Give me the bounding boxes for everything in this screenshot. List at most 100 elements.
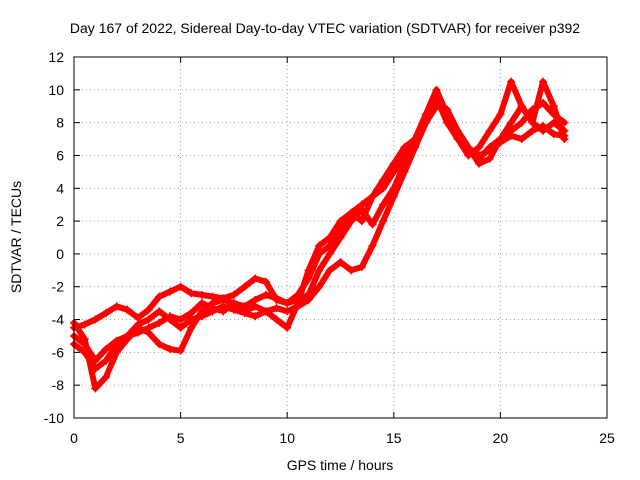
data-point <box>336 233 345 242</box>
data-point <box>80 348 89 357</box>
data-point <box>272 315 281 324</box>
data-series <box>70 77 569 393</box>
data-point <box>496 138 505 147</box>
data-point <box>475 143 484 152</box>
data-point <box>208 307 217 316</box>
y-tick-label: 8 <box>56 115 64 131</box>
x-tick-label: 25 <box>599 430 615 446</box>
data-point <box>379 217 388 226</box>
y-tick-label: -4 <box>52 312 65 328</box>
x-tick-label: 20 <box>493 430 509 446</box>
data-point <box>528 126 537 135</box>
data-point <box>507 131 516 140</box>
data-point <box>155 340 164 349</box>
data-point <box>176 315 185 324</box>
chart-title: Day 167 of 2022, Sidereal Day-to-day VTE… <box>70 20 580 36</box>
data-point <box>539 98 548 107</box>
data-point <box>197 299 206 308</box>
data-point <box>549 102 558 111</box>
data-point <box>421 118 430 127</box>
data-point <box>453 135 462 144</box>
data-point <box>112 340 121 349</box>
series-track-4 <box>70 94 569 373</box>
data-point <box>528 118 537 127</box>
data-point <box>549 130 558 139</box>
data-point <box>357 263 366 272</box>
data-point <box>272 294 281 303</box>
data-point <box>347 208 356 217</box>
y-tick-label: 4 <box>56 180 64 196</box>
data-point <box>560 131 569 140</box>
data-point <box>517 102 526 111</box>
data-point <box>315 266 324 275</box>
data-point <box>485 146 494 155</box>
x-tick-label: 5 <box>177 430 185 446</box>
data-point <box>155 292 164 301</box>
data-point <box>475 151 484 160</box>
data-point <box>496 110 505 119</box>
y-tick-label: -6 <box>52 344 65 360</box>
x-tick-label: 0 <box>70 430 78 446</box>
data-point <box>400 167 409 176</box>
data-point <box>176 323 185 332</box>
data-point <box>507 118 516 127</box>
data-point <box>155 318 164 327</box>
tick-labels: 0 5 10 15 20 25 -10 -8 -6 -4 -2 0 2 4 6 8 10 12 <box>44 49 615 446</box>
data-point <box>517 118 526 127</box>
data-point <box>432 85 441 94</box>
y-tick-label: -2 <box>52 279 65 295</box>
x-axis-label: GPS time / hours <box>287 457 394 473</box>
data-point <box>187 315 196 324</box>
y-tick-label: -10 <box>44 410 64 426</box>
data-point <box>560 118 569 127</box>
data-point <box>293 302 302 311</box>
data-point <box>325 249 334 258</box>
data-point <box>240 282 249 291</box>
data-point <box>165 315 174 324</box>
data-point <box>368 220 377 229</box>
data-point <box>251 274 260 283</box>
data-point <box>304 295 313 304</box>
data-point <box>91 384 100 393</box>
data-point <box>389 159 398 168</box>
data-point <box>485 154 494 163</box>
data-point <box>187 289 196 298</box>
data-point <box>144 328 153 337</box>
data-point <box>240 308 249 317</box>
data-point <box>144 305 153 314</box>
data-point <box>347 266 356 275</box>
axis-ticks <box>73 56 608 419</box>
data-point <box>357 200 366 209</box>
data-point <box>315 241 324 250</box>
data-point <box>325 233 334 242</box>
data-point <box>347 217 356 226</box>
data-point <box>507 77 516 86</box>
data-point <box>144 315 153 324</box>
data-point <box>357 217 366 226</box>
data-point <box>517 135 526 144</box>
data-point <box>379 200 388 209</box>
data-point <box>283 307 292 316</box>
data-point <box>485 126 494 135</box>
y-tick-label: 12 <box>48 49 64 65</box>
data-point <box>251 302 260 311</box>
data-point <box>539 121 548 130</box>
data-point <box>123 331 132 340</box>
data-point <box>549 110 558 119</box>
data-point <box>123 305 132 314</box>
data-point <box>133 320 142 329</box>
data-point <box>368 192 377 201</box>
data-point <box>464 148 473 157</box>
data-point <box>229 305 238 314</box>
y-tick-label: 10 <box>48 82 64 98</box>
data-point <box>261 290 270 299</box>
data-point <box>304 266 313 275</box>
y-axis-label: SDTVAR / TECUs <box>8 181 24 293</box>
data-point <box>197 290 206 299</box>
data-point <box>432 94 441 103</box>
data-point <box>229 290 238 299</box>
data-point <box>155 307 164 316</box>
data-point <box>368 241 377 250</box>
